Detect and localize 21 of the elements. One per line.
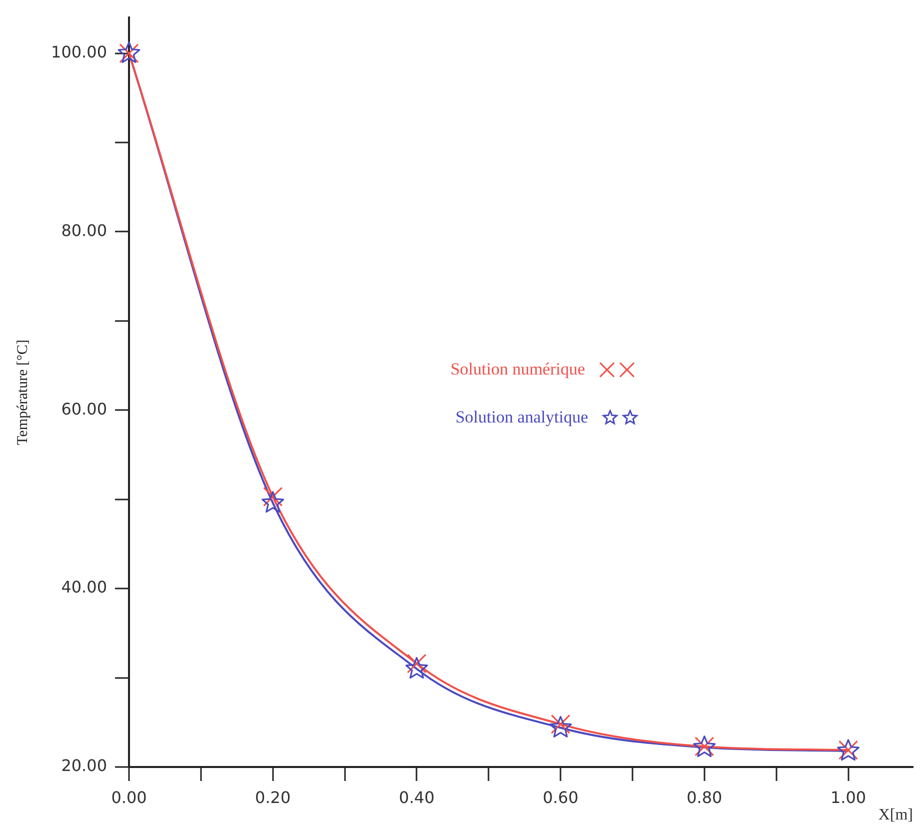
y-tick-label: 80.00 xyxy=(61,220,107,240)
legend-label: Solution numérique xyxy=(450,359,586,378)
y-tick-label: 60.00 xyxy=(61,399,107,418)
point xyxy=(549,716,572,738)
point xyxy=(263,486,283,506)
y-tick-label: 40.00 xyxy=(61,578,107,597)
legend-label: Solution analytique xyxy=(455,407,588,426)
x-axis-title: X[m] xyxy=(878,806,913,824)
x-tick-label: 0.60 xyxy=(542,788,578,807)
point xyxy=(262,491,284,513)
x-tick-label: 0.20 xyxy=(255,788,291,807)
x-tick-label: 0.80 xyxy=(686,788,722,807)
x-tick-label: 0.00 xyxy=(111,788,147,807)
y-tick-label: 20.00 xyxy=(61,756,107,776)
x-tick-label: 0.40 xyxy=(398,788,435,807)
y-axis-title: Température [°C] xyxy=(14,340,31,445)
point xyxy=(405,657,428,679)
x-tick-label: 1.00 xyxy=(830,788,866,807)
point xyxy=(406,654,427,674)
point xyxy=(550,714,570,734)
y-tick-label: 100.00 xyxy=(51,42,107,62)
